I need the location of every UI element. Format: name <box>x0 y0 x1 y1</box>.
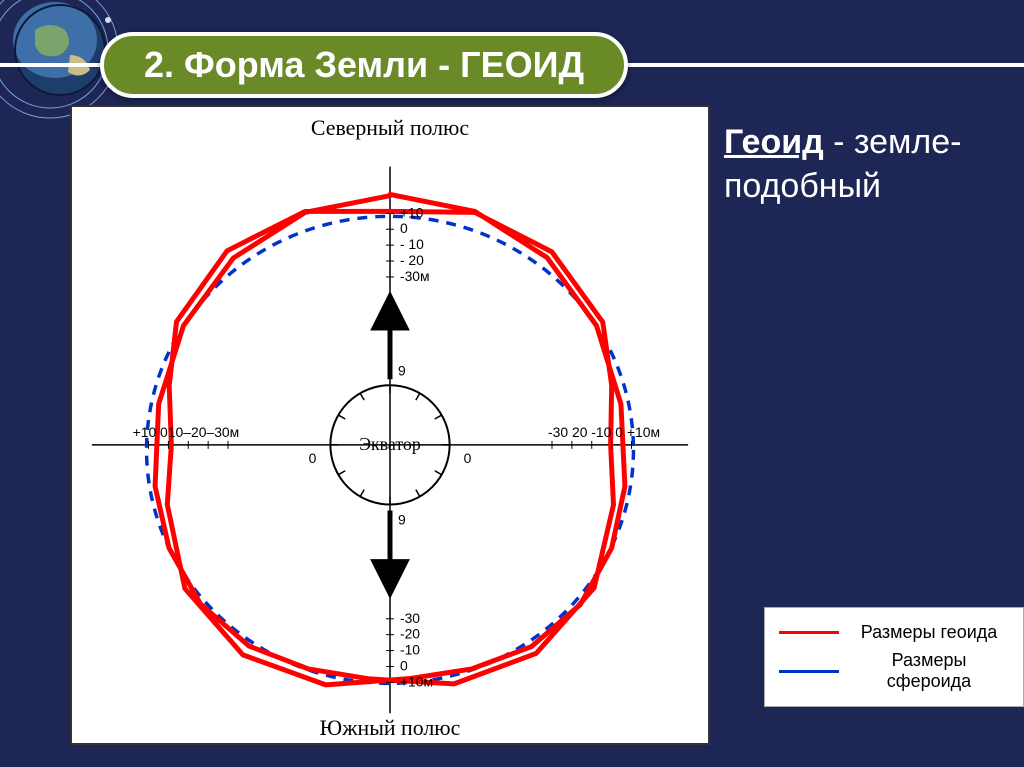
geoid-diagram: Северный полюсЮжный полюсЭкватор9900+100… <box>70 105 710 745</box>
slide-title: 2. Форма Земли - ГЕОИД <box>100 32 628 98</box>
legend-swatch-geoid <box>779 631 839 634</box>
svg-text:-10: -10 <box>400 642 420 658</box>
svg-text:0: 0 <box>400 657 408 673</box>
legend-label-spheroid: Размеры сфероида <box>849 650 1009 692</box>
legend-row-spheroid: Размеры сфероида <box>779 650 1009 692</box>
diagram-svg: Северный полюсЮжный полюсЭкватор9900+100… <box>72 107 708 743</box>
legend-label-geoid: Размеры геоида <box>849 622 1009 643</box>
svg-text:Северный полюс: Северный полюс <box>311 116 470 140</box>
svg-text:Экватор: Экватор <box>359 434 421 454</box>
svg-text:-30: -30 <box>400 610 420 626</box>
svg-text:+10: +10 <box>400 204 424 220</box>
svg-text:9: 9 <box>398 362 406 378</box>
svg-text:- 20: - 20 <box>400 252 424 268</box>
svg-text:-30м: -30м <box>400 268 430 284</box>
svg-text:9: 9 <box>398 511 406 527</box>
svg-text:0: 0 <box>309 450 317 466</box>
svg-text:-30 20 -10 0 +10м: -30 20 -10 0 +10м <box>548 424 660 440</box>
definition-highlight: Геоид <box>724 123 824 161</box>
svg-text:0: 0 <box>400 220 408 236</box>
svg-text:+10 010–20–30м: +10 010–20–30м <box>133 424 240 440</box>
legend: Размеры геоида Размеры сфероида <box>764 607 1024 707</box>
svg-text:-20: -20 <box>400 626 420 642</box>
svg-text:+10м: +10м <box>400 673 433 689</box>
definition-text: Геоид - земле-подобный <box>724 120 984 208</box>
slide: 2. Форма Земли - ГЕОИД Геоид - земле-под… <box>0 0 1024 767</box>
svg-text:0: 0 <box>464 450 472 466</box>
legend-swatch-spheroid <box>779 670 839 673</box>
title-band: 2. Форма Земли - ГЕОИД <box>0 30 1024 100</box>
svg-text:- 10: - 10 <box>400 236 424 252</box>
legend-row-geoid: Размеры геоида <box>779 622 1009 643</box>
svg-text:Южный полюс: Южный полюс <box>320 716 461 740</box>
